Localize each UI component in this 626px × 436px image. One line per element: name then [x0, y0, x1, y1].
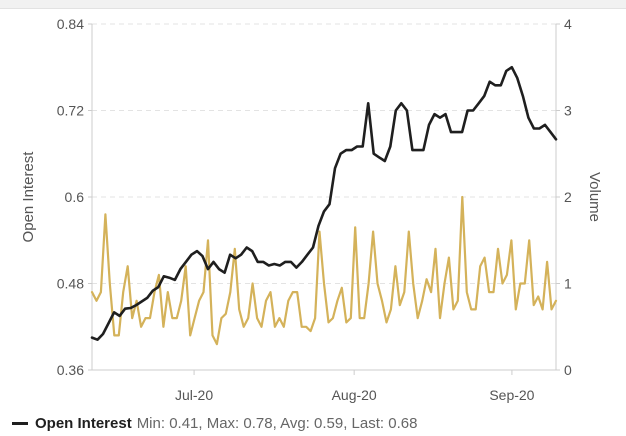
legend-series-name[interactable]: Open Interest [35, 414, 132, 432]
open-interest-line [90, 65, 558, 342]
x-tick-label: Jul-20 [175, 387, 213, 403]
y-left-tick-label: 0.36 [57, 362, 84, 378]
y-right-axis-title: Volume [586, 172, 603, 222]
legend-series-stats: Min: 0.41, Max: 0.78, Avg: 0.59, Last: 0… [136, 414, 418, 432]
open-interest-volume-chart: 0.84 0.72 0.6 0.48 0.36 4 3 2 1 0 Jul-20 Aug-20 Sep-… [20, 16, 603, 403]
y-right-tick-label: 3 [564, 103, 572, 119]
y-left-tick-label: 0.6 [65, 189, 85, 205]
legend-line-swatch [12, 421, 28, 425]
y-right-tick-label: 0 [564, 362, 572, 378]
y-left-axis-title: Open Interest [20, 151, 37, 243]
y-right-tick-label: 1 [564, 276, 572, 292]
x-tick-label: Sep-20 [489, 387, 534, 403]
y-left-tick-label: 0.72 [57, 103, 84, 119]
chart-legend[interactable]: Open Interest Min: 0.41, Max: 0.78, Avg:… [12, 413, 417, 433]
top-toolbar-strip [0, 0, 626, 9]
y-left-tick-label: 0.84 [57, 16, 84, 32]
y-right-tick-label: 2 [564, 189, 572, 205]
y-right-tick-label: 4 [564, 16, 572, 32]
y-left-tick-label: 0.48 [57, 276, 84, 292]
volume-line [90, 195, 558, 346]
x-tick-label: Aug-20 [332, 387, 377, 403]
